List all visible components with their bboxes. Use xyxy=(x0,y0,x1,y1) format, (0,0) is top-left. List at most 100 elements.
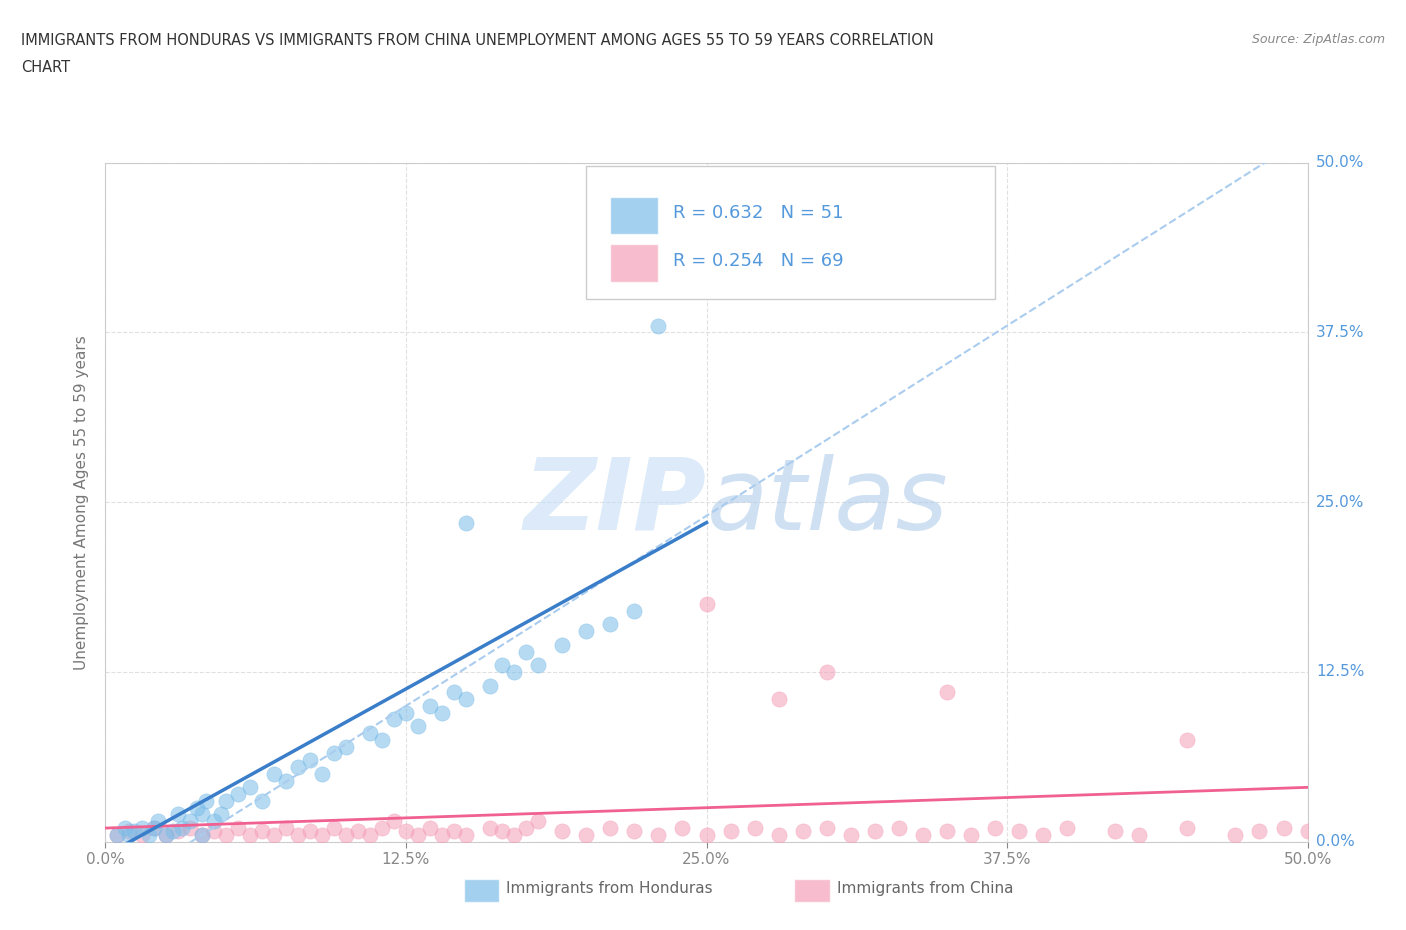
Point xyxy=(347,823,370,838)
Point xyxy=(454,828,477,843)
Text: Source: ZipAtlas.com: Source: ZipAtlas.com xyxy=(1251,33,1385,46)
Point xyxy=(162,823,184,838)
Point xyxy=(298,823,321,838)
Point xyxy=(839,828,862,843)
Point xyxy=(1032,828,1054,843)
Point xyxy=(768,828,790,843)
Text: 50.0%: 50.0% xyxy=(1316,155,1364,170)
Point xyxy=(214,828,236,843)
Text: IMMIGRANTS FROM HONDURAS VS IMMIGRANTS FROM CHINA UNEMPLOYMENT AMONG AGES 55 TO : IMMIGRANTS FROM HONDURAS VS IMMIGRANTS F… xyxy=(21,33,934,47)
Point xyxy=(419,698,441,713)
Point xyxy=(322,820,344,835)
Point xyxy=(179,820,201,835)
Point xyxy=(195,793,218,808)
Point xyxy=(209,807,232,822)
Point xyxy=(419,820,441,835)
Point xyxy=(503,828,526,843)
Point xyxy=(430,828,453,843)
Point xyxy=(623,277,645,292)
Point xyxy=(575,624,598,639)
Point xyxy=(226,787,249,802)
Point xyxy=(479,678,502,693)
Point xyxy=(1128,828,1150,843)
Point xyxy=(1104,823,1126,838)
Text: R = 0.632   N = 51: R = 0.632 N = 51 xyxy=(673,204,844,222)
Point xyxy=(107,828,129,843)
Point xyxy=(1249,823,1271,838)
Point xyxy=(515,644,537,659)
Point xyxy=(114,820,136,835)
Point xyxy=(406,719,429,734)
Text: 12.5%: 12.5% xyxy=(1316,664,1364,680)
Point xyxy=(382,814,405,829)
Text: 37.5%: 37.5% xyxy=(1316,325,1364,340)
Point xyxy=(575,828,598,843)
Point xyxy=(263,766,285,781)
Point xyxy=(491,823,513,838)
Point xyxy=(1008,823,1031,838)
Point xyxy=(202,823,225,838)
Point xyxy=(322,746,344,761)
Point xyxy=(887,820,910,835)
Point xyxy=(118,828,141,843)
Point xyxy=(239,780,262,795)
Text: 25.0%: 25.0% xyxy=(1316,495,1364,510)
Point xyxy=(406,828,429,843)
Point xyxy=(166,823,188,838)
FancyBboxPatch shape xyxy=(586,166,995,299)
Text: R = 0.254   N = 69: R = 0.254 N = 69 xyxy=(673,251,844,270)
Point xyxy=(382,712,405,727)
Point xyxy=(911,828,934,843)
Y-axis label: Unemployment Among Ages 55 to 59 years: Unemployment Among Ages 55 to 59 years xyxy=(75,335,90,670)
Point xyxy=(863,823,886,838)
Text: CHART: CHART xyxy=(21,60,70,75)
Point xyxy=(647,828,669,843)
Point xyxy=(226,820,249,835)
FancyBboxPatch shape xyxy=(610,197,658,234)
FancyBboxPatch shape xyxy=(610,245,658,282)
Point xyxy=(936,684,959,699)
Point xyxy=(671,820,693,835)
Point xyxy=(395,823,418,838)
Point xyxy=(155,828,177,843)
Point xyxy=(124,823,146,838)
Point xyxy=(131,820,153,835)
Point xyxy=(359,828,381,843)
Point xyxy=(202,814,225,829)
Point xyxy=(172,820,194,835)
Text: Immigrants from Honduras: Immigrants from Honduras xyxy=(506,881,713,896)
Point xyxy=(768,692,790,707)
Point xyxy=(190,828,212,843)
Point xyxy=(214,793,236,808)
Point xyxy=(190,828,212,843)
Point xyxy=(298,752,321,767)
Point xyxy=(1225,828,1247,843)
Point xyxy=(936,823,959,838)
Point xyxy=(311,766,333,781)
Point xyxy=(479,820,502,835)
Point xyxy=(142,820,165,835)
Point xyxy=(1175,820,1198,835)
Point xyxy=(623,823,645,838)
Point xyxy=(960,828,983,843)
Point xyxy=(623,604,645,618)
Point xyxy=(696,828,718,843)
Point xyxy=(696,597,718,612)
Point xyxy=(599,617,621,631)
Text: ZIP: ZIP xyxy=(523,454,707,551)
Point xyxy=(142,820,165,835)
Text: atlas: atlas xyxy=(707,454,948,551)
Point xyxy=(263,828,285,843)
Point xyxy=(815,665,838,680)
Point xyxy=(250,823,273,838)
Point xyxy=(1272,820,1295,835)
Point xyxy=(148,814,170,829)
Point xyxy=(155,828,177,843)
Point xyxy=(515,820,537,835)
Point xyxy=(166,807,188,822)
Point xyxy=(491,658,513,672)
Point xyxy=(359,725,381,740)
Point xyxy=(138,828,160,843)
Point xyxy=(274,773,297,788)
Point xyxy=(815,820,838,835)
